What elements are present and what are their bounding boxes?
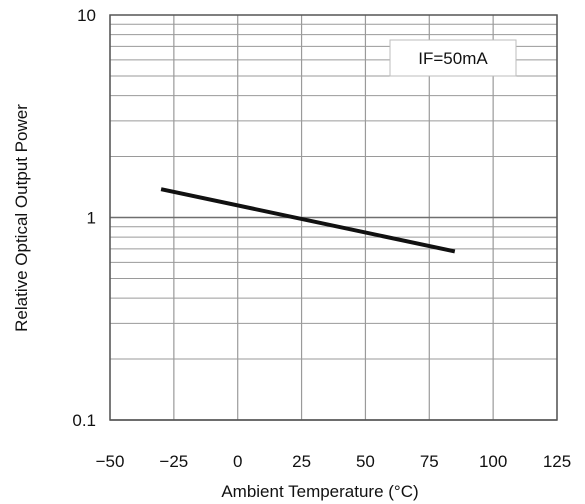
legend-background — [389, 39, 517, 77]
y-tick-label: 10 — [77, 6, 96, 25]
x-tick-label: −25 — [159, 452, 188, 471]
x-tick-label: 25 — [292, 452, 311, 471]
series-line — [160, 187, 456, 254]
series-layer — [160, 187, 456, 254]
x-tick-label: 50 — [356, 452, 375, 471]
x-tick-label: 75 — [420, 452, 439, 471]
x-tick-label: 0 — [233, 452, 242, 471]
x-tick-label: 100 — [479, 452, 507, 471]
legend-annotation-label: IF=50mA — [418, 49, 488, 68]
y-tick-label: 0.1 — [72, 411, 96, 430]
plot-area-frame — [109, 14, 558, 421]
x-axis-tick-labels: −50 −25 0 25 50 75 100 125 — [96, 452, 572, 471]
y-axis-title: Relative Optical Output Power — [12, 104, 31, 332]
legend-box: IF=50mA — [389, 39, 517, 77]
y-tick-label: 1 — [87, 209, 96, 228]
y-axis-tick-labels: 0.1 1 10 — [72, 6, 96, 430]
x-tick-label: 125 — [543, 452, 571, 471]
x-axis-title: Ambient Temperature (°C) — [221, 482, 418, 501]
x-tick-label: −50 — [96, 452, 125, 471]
